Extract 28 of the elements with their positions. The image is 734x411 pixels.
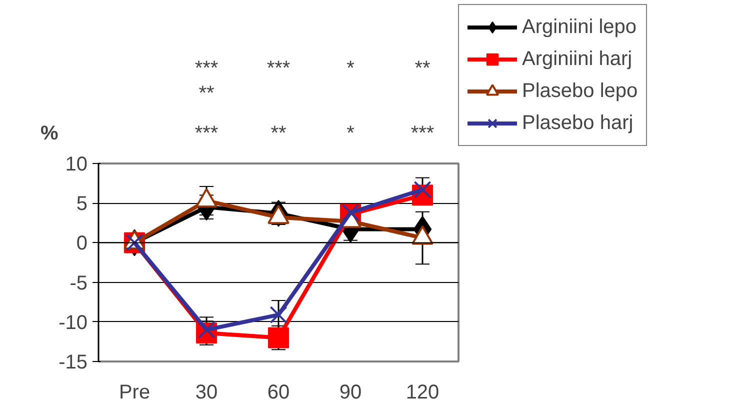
x-tick-label: 120 [406, 382, 440, 404]
text: * [346, 122, 355, 144]
x-tick-label: Pre [118, 382, 150, 404]
text: * [346, 58, 355, 80]
text: *** [194, 122, 218, 144]
y-tick-label: 5 [76, 193, 88, 216]
x-tick-label: 90 [339, 382, 362, 404]
y-tick-label: -10 [58, 312, 88, 334]
y-tick-label: -15 [58, 352, 88, 374]
legend-label: Plasebo lepo [522, 78, 638, 104]
y-axis-title: % [40, 122, 58, 144]
text: *** [194, 58, 218, 80]
legend-label: Arginiini lepo [522, 14, 637, 40]
point [270, 306, 288, 324]
x-tick-label: 30 [195, 382, 218, 404]
text: ** [270, 122, 286, 144]
x-tick-label: 60 [267, 382, 290, 404]
y-tick-label: 10 [65, 154, 88, 176]
text: ** [414, 58, 430, 80]
legend-label: Plasebo harj [522, 110, 634, 136]
text: *** [266, 58, 290, 80]
point [342, 204, 360, 222]
text: ** [198, 82, 214, 104]
legend-label: Arginiini harj [522, 46, 632, 72]
y-tick-label: -5 [70, 272, 88, 294]
y-tick-label: 0 [76, 232, 88, 255]
point [198, 321, 216, 339]
text: *** [410, 122, 434, 144]
